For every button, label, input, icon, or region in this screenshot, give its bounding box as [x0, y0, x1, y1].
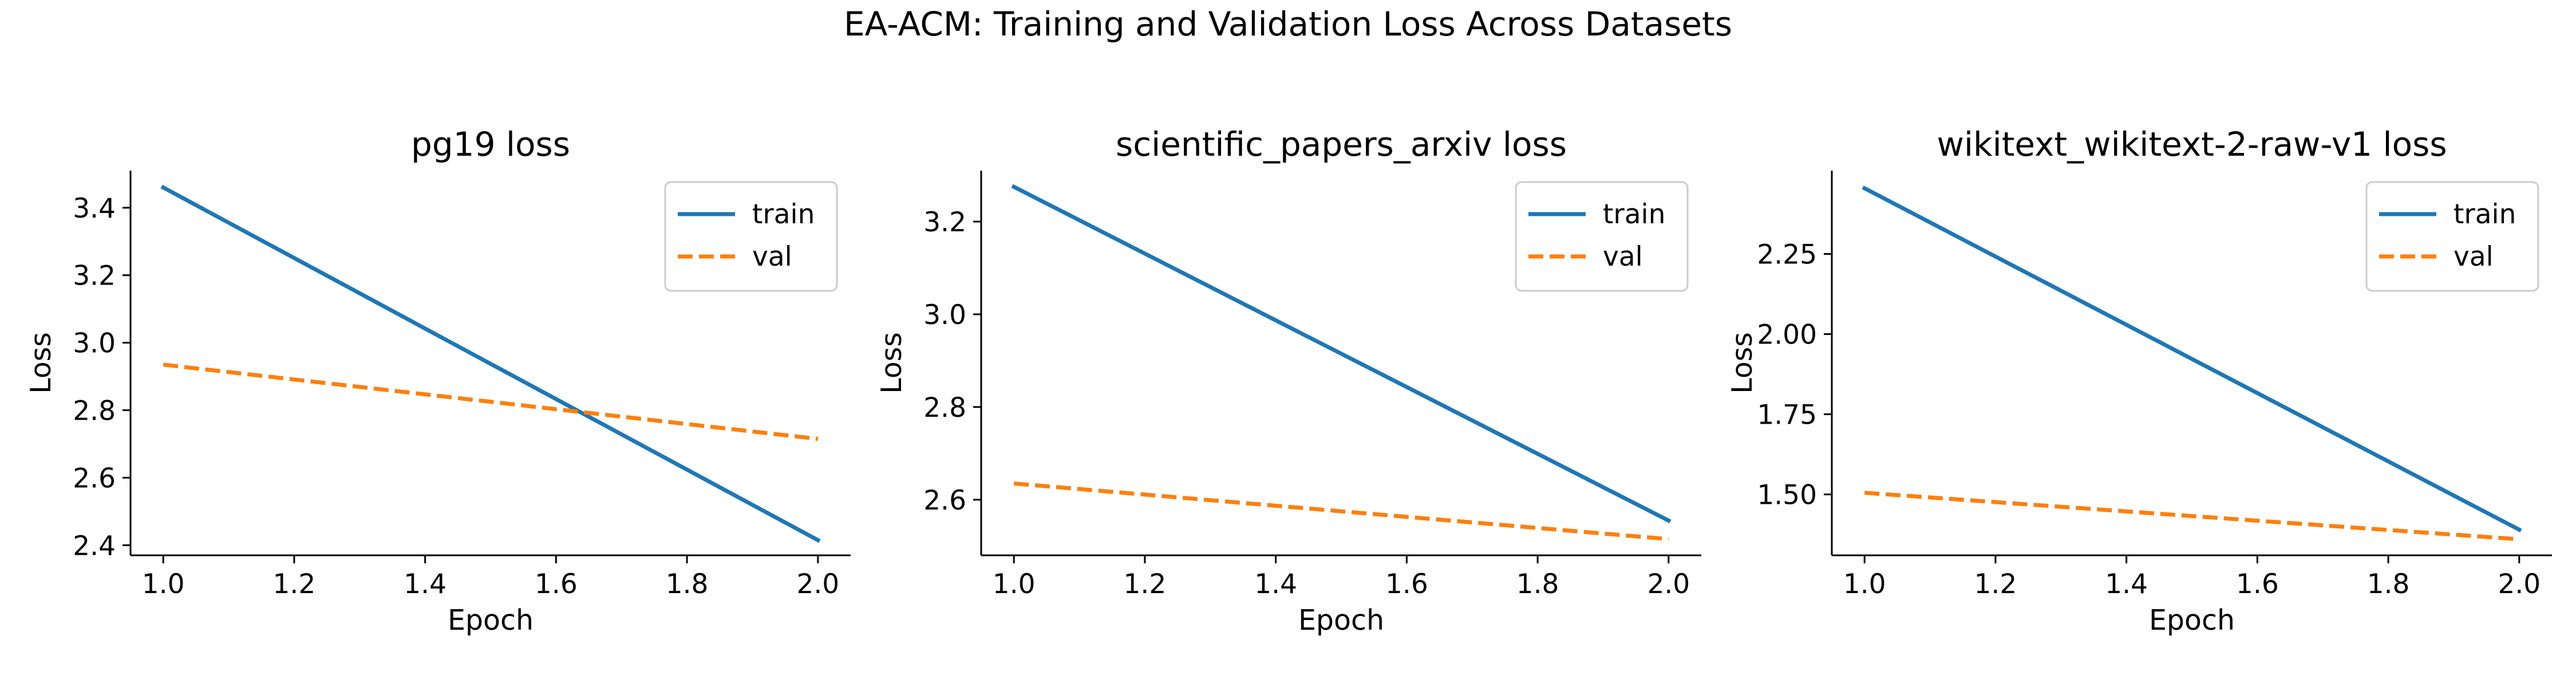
x-axis-label: Epoch: [1298, 604, 1384, 637]
x-tick-label: 1.4: [2105, 568, 2148, 600]
x-tick-label: 1.6: [1385, 568, 1428, 600]
series-line-val: [1013, 481, 1669, 542]
legend-box: [1515, 181, 1689, 292]
chart-panels: pg19 loss 1.0 1.2 1.4 1.6 1.8 2.0 2.4 2.6 2.8 3.0 3…: [25, 125, 2552, 637]
x-tick-label: 2.0: [2498, 568, 2541, 600]
chart-panel-1: pg19 loss 1.0 1.2 1.4 1.6 1.8 2.0 2.4 2.6 2.8 3.0 3…: [25, 125, 851, 637]
y-tick-label: 2.8: [923, 392, 966, 424]
legend-box: [664, 181, 838, 292]
y-axis-label: Loss: [25, 332, 57, 393]
y-axis-label: Loss: [875, 332, 908, 393]
x-tick-label: 2.0: [796, 568, 839, 600]
y-tick-label: 2.4: [73, 530, 116, 562]
series-line-val: [163, 362, 819, 441]
legend: train val: [664, 181, 838, 292]
x-axis-label: Epoch: [2149, 604, 2235, 637]
y-tick-label: 2.6: [73, 463, 116, 494]
legend-label-val: val: [1603, 241, 1643, 273]
series-line-val: [1864, 491, 2520, 542]
y-tick-label: 3.0: [73, 328, 116, 360]
x-tick-label: 1.8: [1516, 568, 1559, 600]
y-tick-label: 3.0: [923, 299, 966, 331]
x-tick-label: 2.0: [1647, 568, 1690, 600]
y-tick-label: 2.6: [923, 485, 966, 516]
legend-label-train: train: [752, 199, 815, 230]
series-line-train: [1862, 185, 2522, 532]
chart-title: scientific_papers_arxiv loss: [1116, 125, 1567, 164]
figure-suptitle: EA-ACM: Training and Validation Loss Acr…: [844, 5, 1732, 44]
x-tick-label: 1.6: [535, 568, 578, 600]
legend: train val: [1515, 181, 1689, 292]
x-tick-label: 1.0: [1843, 568, 1886, 600]
legend-label-val: val: [752, 241, 792, 273]
x-tick-label: 1.4: [404, 568, 447, 600]
x-tick-label: 1.4: [1254, 568, 1297, 600]
x-tick-label: 1.0: [993, 568, 1036, 600]
legend-label-val: val: [2453, 241, 2494, 273]
x-tick-label: 1.2: [1974, 568, 2017, 600]
x-tick-label: 1.8: [2367, 568, 2410, 600]
chart-panel-3: wikitext_wikitext-2-raw-v1 loss 1.0 1.2 1.4…: [1726, 125, 2552, 637]
chart-title: wikitext_wikitext-2-raw-v1 loss: [1937, 125, 2447, 164]
series-line-train: [1011, 184, 1672, 523]
x-tick-label: 1.0: [142, 568, 185, 600]
chart-panel-2: scientific_papers_arxiv loss 1.0 1.2 1.4 1.6…: [875, 125, 1701, 637]
y-tick-label: 3.2: [923, 207, 966, 238]
chart-title: pg19 loss: [411, 125, 570, 164]
y-tick-label: 2.00: [1757, 319, 1817, 351]
y-tick-label: 2.25: [1757, 239, 1817, 271]
series-line-train: [160, 184, 821, 543]
x-axis-label: Epoch: [448, 604, 534, 637]
x-tick-label: 1.2: [1124, 568, 1167, 600]
y-tick-label: 2.8: [73, 396, 116, 427]
y-axis-label: Loss: [1726, 332, 1759, 393]
x-tick-label: 1.8: [666, 568, 709, 600]
legend-box: [2365, 181, 2539, 292]
legend-label-train: train: [2453, 199, 2516, 230]
legend-label-train: train: [1603, 199, 1665, 230]
y-tick-label: 1.75: [1757, 400, 1817, 431]
y-tick-label: 1.50: [1757, 480, 1817, 511]
x-tick-label: 1.6: [2236, 568, 2279, 600]
x-tick-label: 1.2: [273, 568, 316, 600]
legend: train val: [2365, 181, 2539, 292]
y-tick-label: 3.2: [73, 260, 116, 292]
y-tick-label: 3.4: [73, 193, 116, 224]
